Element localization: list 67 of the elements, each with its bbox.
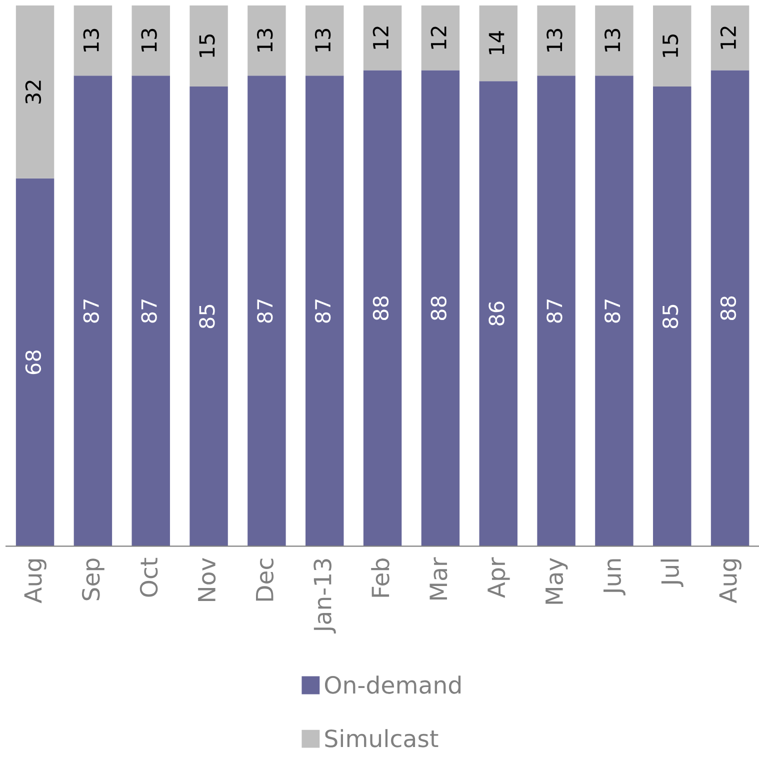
data-label: 13 xyxy=(546,28,562,52)
data-label: 88 xyxy=(372,296,389,320)
bar xyxy=(421,70,460,546)
bar xyxy=(190,5,228,86)
data-label: 32 xyxy=(25,80,42,104)
data-label: 87 xyxy=(256,299,273,323)
data-label: 13 xyxy=(314,28,331,52)
data-label: 87 xyxy=(314,299,331,323)
bar xyxy=(421,5,460,70)
data-label: 88 xyxy=(720,296,736,320)
x-tick-label: May xyxy=(546,558,568,604)
legend-label: Simulcast xyxy=(325,729,438,748)
x-tick-label: Dec xyxy=(256,558,274,601)
bar xyxy=(710,70,750,546)
bar xyxy=(537,5,576,76)
data-label: 88 xyxy=(430,296,446,320)
data-label: 86 xyxy=(488,302,504,326)
data-label: 15 xyxy=(662,34,678,57)
data-label: 87 xyxy=(141,299,157,323)
bar xyxy=(74,76,112,546)
data-label: 13 xyxy=(256,28,273,52)
x-tick-label: Sep xyxy=(82,558,104,600)
data-label: 12 xyxy=(720,26,736,49)
x-tick-label: Aug xyxy=(719,559,742,604)
x-tick-label: Oct xyxy=(140,558,158,597)
bar xyxy=(74,5,112,76)
bar xyxy=(248,76,286,546)
data-label: 68 xyxy=(25,350,42,374)
data-label: 14 xyxy=(488,31,504,54)
data-label: 13 xyxy=(83,28,99,52)
bar xyxy=(363,70,402,546)
legend-label: On-demand xyxy=(324,676,461,694)
data-label: 87 xyxy=(546,299,562,323)
bar xyxy=(248,5,286,76)
bar xyxy=(16,5,54,178)
bar xyxy=(363,5,402,70)
x-tick-label: Nov xyxy=(198,558,216,602)
bar xyxy=(537,76,576,546)
bar xyxy=(132,5,170,76)
data-label: 15 xyxy=(199,34,215,57)
x-tick-label: Mar xyxy=(430,557,448,600)
bar xyxy=(653,5,692,86)
x-tick-label: Aug xyxy=(24,559,46,604)
bar xyxy=(595,76,634,546)
bar xyxy=(190,86,228,546)
x-tick-label: Jul xyxy=(660,559,684,587)
bar xyxy=(16,178,54,546)
bar xyxy=(306,76,344,546)
data-label: 85 xyxy=(199,304,215,328)
bar xyxy=(306,5,344,76)
x-tick-label: Jun xyxy=(604,559,626,596)
data-label: 12 xyxy=(372,26,388,49)
x-tick-label: Jan-13 xyxy=(314,559,336,634)
bar xyxy=(710,5,750,70)
bar xyxy=(132,76,170,546)
x-tick-label: Feb xyxy=(371,558,390,597)
data-label: 13 xyxy=(141,28,157,52)
data-label: 12 xyxy=(430,26,446,49)
data-label: 87 xyxy=(83,299,99,323)
bar xyxy=(595,5,634,76)
bar xyxy=(653,86,692,546)
data-label: 13 xyxy=(604,28,620,52)
x-tick-label: Apr xyxy=(488,557,510,598)
data-label: 87 xyxy=(604,299,620,323)
bar xyxy=(479,5,518,82)
bar xyxy=(479,81,518,546)
data-label: 85 xyxy=(662,304,678,328)
